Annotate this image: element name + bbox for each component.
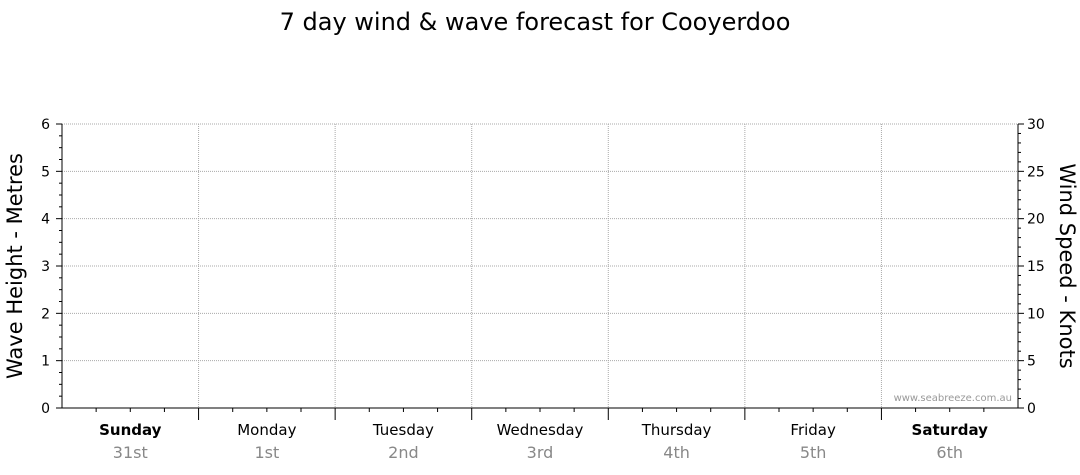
wind-speed-axis-title: Wind Speed - Knots (1055, 163, 1079, 368)
wind-axis-tick-label: 5 (1027, 354, 1036, 370)
wind-axis-tick-label: 25 (1027, 164, 1045, 180)
wave-axis-tick-label: 5 (41, 164, 50, 180)
wind-axis-tick-label: 20 (1027, 212, 1045, 228)
day-date-label: 3rd (527, 443, 554, 462)
wave-axis-tick-label: 0 (41, 401, 50, 417)
wave-axis-tick-label: 4 (41, 212, 50, 228)
day-date-label: 6th (936, 443, 963, 462)
day-date-label: 4th (663, 443, 690, 462)
day-date-label: 31st (113, 443, 148, 462)
wave-axis-tick-label: 6 (41, 117, 50, 133)
day-name-label: Friday (790, 421, 836, 439)
day-name-label: Tuesday (372, 421, 434, 439)
day-name-label: Monday (237, 421, 296, 439)
wind-axis-tick-label: 10 (1027, 306, 1045, 322)
day-name-label: Sunday (99, 421, 162, 439)
wind-axis-tick-label: 30 (1027, 117, 1045, 133)
wave-axis-tick-label: 1 (41, 354, 50, 370)
wind-axis-tick-label: 15 (1027, 259, 1045, 275)
wave-axis-tick-label: 3 (41, 259, 50, 275)
watermark: www.seabreeze.com.au (894, 393, 1012, 404)
wind-axis-tick-label: 0 (1027, 401, 1036, 417)
day-date-label: 5th (800, 443, 827, 462)
wave-height-axis-title: Wave Height - Metres (3, 153, 27, 379)
plot-area: 0 1 2 3 4 5 6 0 5 10 15 20 25 30 Sunday 31st Monday 1st Tu… (41, 117, 1045, 462)
chart-title: 7 day wind & wave forecast for Cooyerdoo (280, 8, 791, 36)
wave-axis-tick-label: 2 (41, 306, 50, 322)
day-name-label: Saturday (912, 421, 989, 439)
day-date-label: 1st (254, 443, 279, 462)
day-name-label: Wednesday (497, 421, 584, 439)
day-date-label: 2nd (388, 443, 418, 462)
day-name-label: Thursday (641, 421, 712, 439)
